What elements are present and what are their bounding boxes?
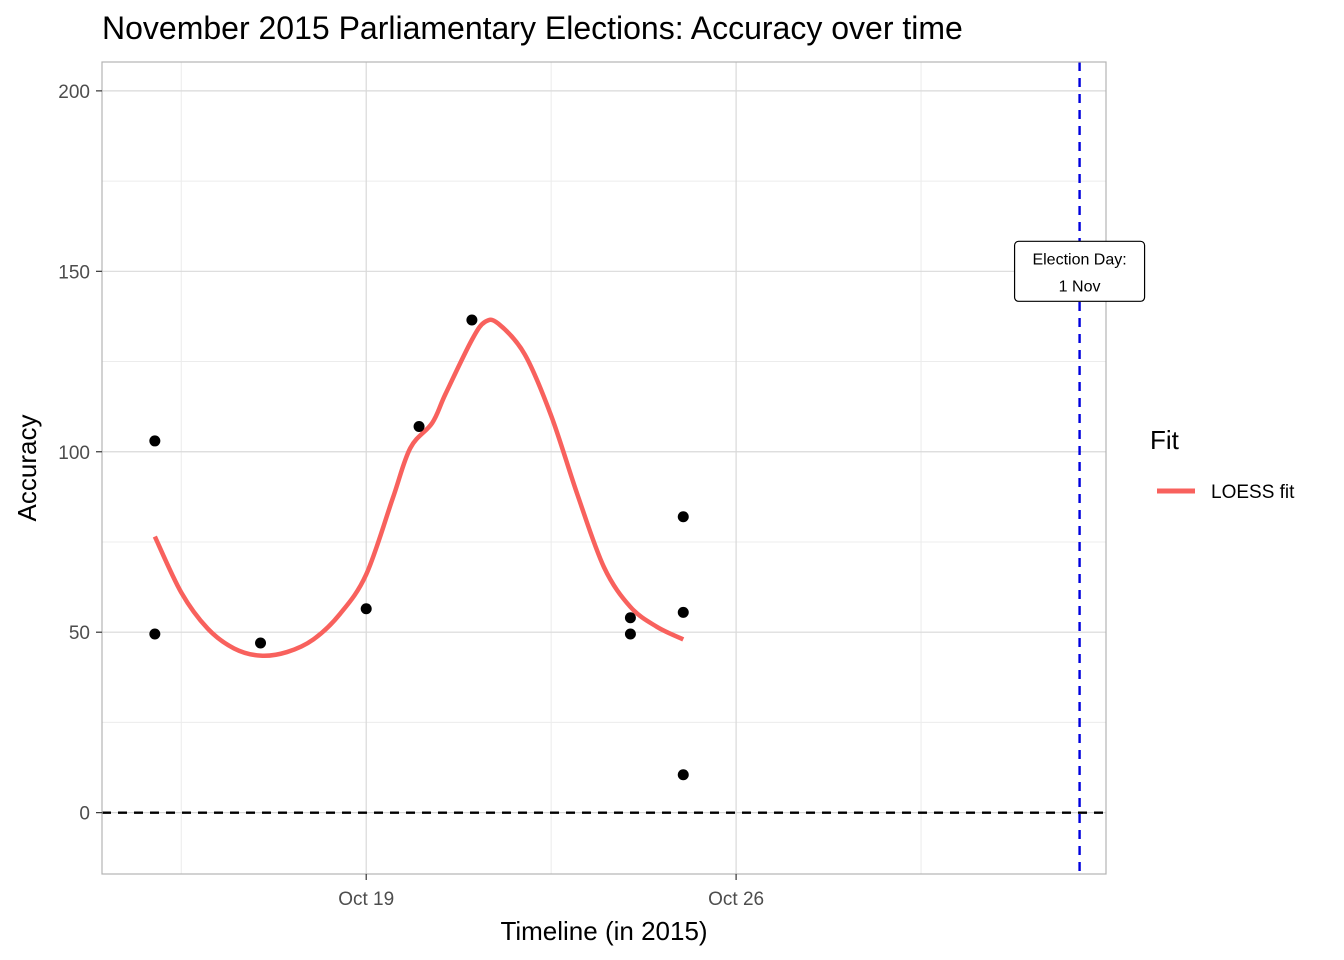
plot-grid xyxy=(102,62,1106,874)
annotation-text: 1 Nov xyxy=(1059,278,1101,295)
annotation-election-day: Election Day: 1 Nov xyxy=(1013,240,1146,302)
data-point xyxy=(149,435,161,447)
data-point xyxy=(413,420,425,432)
chart-title: November 2015 Parliamentary Elections: A… xyxy=(102,10,963,46)
data-point xyxy=(360,603,372,615)
y-tick-label: 50 xyxy=(69,623,90,644)
legend: Fit LOESS fit xyxy=(1150,425,1295,503)
legend-label-loess-fit: LOESS fit xyxy=(1211,482,1295,503)
x-tick-label: Oct 26 xyxy=(708,889,764,910)
y-tick-label: 100 xyxy=(58,443,90,464)
x-axis: Oct 19 Oct 26 xyxy=(338,874,764,910)
data-point xyxy=(255,637,267,649)
data-point xyxy=(624,612,636,624)
data-point xyxy=(466,314,478,326)
legend-title: Fit xyxy=(1150,425,1180,455)
annotation-box xyxy=(1013,240,1146,302)
data-point xyxy=(624,628,636,640)
y-axis: 0 50 100 150 200 xyxy=(58,82,102,825)
data-point xyxy=(677,606,689,618)
reference-lines xyxy=(102,62,1106,874)
x-axis-title: Timeline (in 2015) xyxy=(500,916,707,946)
y-axis-title: Accuracy xyxy=(12,415,42,522)
loess-fit-line xyxy=(152,317,685,659)
annotation-text: Election Day: xyxy=(1032,251,1126,268)
y-tick-label: 200 xyxy=(58,82,90,103)
data-point xyxy=(677,769,689,781)
data-point xyxy=(149,628,161,640)
y-tick-label: 150 xyxy=(58,262,90,283)
points-layer xyxy=(149,314,689,781)
plot-panel-border xyxy=(101,61,1107,875)
fit-line-layer xyxy=(152,317,685,659)
x-tick-label: Oct 19 xyxy=(338,889,394,910)
data-point xyxy=(677,511,689,523)
y-tick-label: 0 xyxy=(79,804,90,825)
